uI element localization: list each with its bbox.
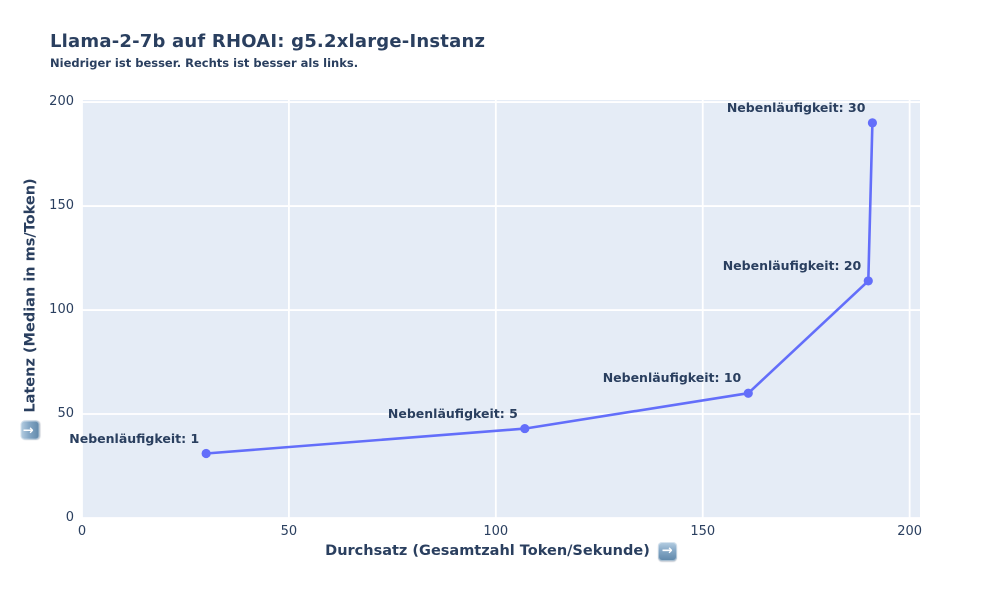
point-annotation: Nebenläufigkeit: 30 (726, 99, 866, 115)
data-point-marker (863, 276, 873, 286)
y-tick-label: 200 (49, 94, 74, 110)
data-point-marker (743, 388, 753, 398)
point-annotation: Nebenläufigkeit: 10 (602, 370, 742, 386)
point-annotation: Nebenläufigkeit: 20 (722, 257, 862, 273)
data-point-marker (520, 423, 530, 434)
right-arrow-icon: → (657, 541, 677, 561)
data-point-marker (201, 448, 211, 459)
line-plot (82, 100, 920, 518)
series-line (204, 121, 874, 455)
x-tick-label: 50 (280, 524, 298, 539)
chart-title: Llama-2-7b auf RHOAI: g5.2xlarge-Instanz (50, 31, 486, 52)
x-tick-label: 200 (897, 524, 923, 539)
x-axis-label: Durchsatz (Gesamtzahl Token/Sekunde) → (82, 540, 920, 562)
right-arrow-glyph: → (661, 543, 673, 558)
y-tick-label: 100 (49, 302, 74, 318)
y-tick-label: 50 (57, 406, 74, 422)
x-tick-label: 0 (77, 524, 87, 539)
point-annotation: Nebenläufigkeit: 1 (69, 430, 200, 446)
x-tick-label: 100 (483, 524, 509, 539)
x-axis-label-text: Durchsatz (Gesamtzahl Token/Sekunde) (325, 543, 650, 559)
x-tick-label: 150 (690, 524, 716, 539)
down-arrow-glyph: ↓ (22, 424, 37, 436)
down-arrow-icon: ↓ (20, 420, 40, 440)
chart-subtitle: Niedriger ist besser. Rechts ist besser … (50, 56, 359, 70)
y-tick-label: 0 (65, 510, 74, 525)
point-annotation: Nebenläufigkeit: 5 (387, 405, 518, 421)
data-point-marker (867, 118, 878, 128)
y-axis-label: ↓ Latenz (Median in ms/Token) (20, 178, 40, 440)
y-axis-label-text: Latenz (Median in ms/Token) (22, 178, 38, 413)
y-tick-label: 150 (49, 198, 74, 214)
plot-area (82, 100, 920, 518)
